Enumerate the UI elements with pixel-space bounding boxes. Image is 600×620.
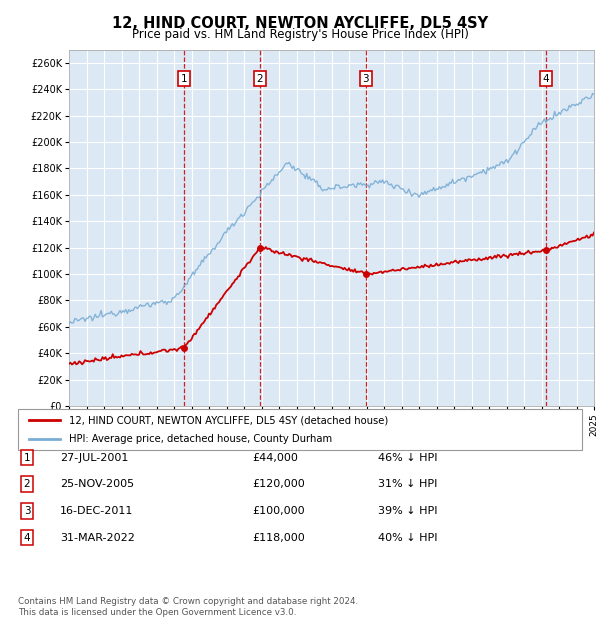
Text: 12, HIND COURT, NEWTON AYCLIFFE, DL5 4SY: 12, HIND COURT, NEWTON AYCLIFFE, DL5 4SY	[112, 16, 488, 30]
Text: Contains HM Land Registry data © Crown copyright and database right 2024.
This d: Contains HM Land Registry data © Crown c…	[18, 598, 358, 617]
Text: 3: 3	[23, 506, 31, 516]
Text: 39% ↓ HPI: 39% ↓ HPI	[378, 506, 437, 516]
Text: 4: 4	[23, 533, 31, 542]
Text: £118,000: £118,000	[252, 533, 305, 542]
Text: 1: 1	[181, 74, 187, 84]
Text: £44,000: £44,000	[252, 453, 298, 463]
Text: 46% ↓ HPI: 46% ↓ HPI	[378, 453, 437, 463]
Text: £120,000: £120,000	[252, 479, 305, 489]
Text: 2: 2	[256, 74, 263, 84]
Text: 4: 4	[542, 74, 549, 84]
Text: 27-JUL-2001: 27-JUL-2001	[60, 453, 128, 463]
Text: 3: 3	[362, 74, 369, 84]
Text: 12, HIND COURT, NEWTON AYCLIFFE, DL5 4SY (detached house): 12, HIND COURT, NEWTON AYCLIFFE, DL5 4SY…	[69, 415, 388, 425]
Text: 2: 2	[23, 479, 31, 489]
Text: 1: 1	[23, 453, 31, 463]
Text: 40% ↓ HPI: 40% ↓ HPI	[378, 533, 437, 542]
Text: Price paid vs. HM Land Registry's House Price Index (HPI): Price paid vs. HM Land Registry's House …	[131, 28, 469, 41]
Text: HPI: Average price, detached house, County Durham: HPI: Average price, detached house, Coun…	[69, 435, 332, 445]
Text: 16-DEC-2011: 16-DEC-2011	[60, 506, 133, 516]
FancyBboxPatch shape	[18, 409, 582, 450]
Text: 31-MAR-2022: 31-MAR-2022	[60, 533, 135, 542]
Text: 25-NOV-2005: 25-NOV-2005	[60, 479, 134, 489]
Text: 31% ↓ HPI: 31% ↓ HPI	[378, 479, 437, 489]
Text: £100,000: £100,000	[252, 506, 305, 516]
